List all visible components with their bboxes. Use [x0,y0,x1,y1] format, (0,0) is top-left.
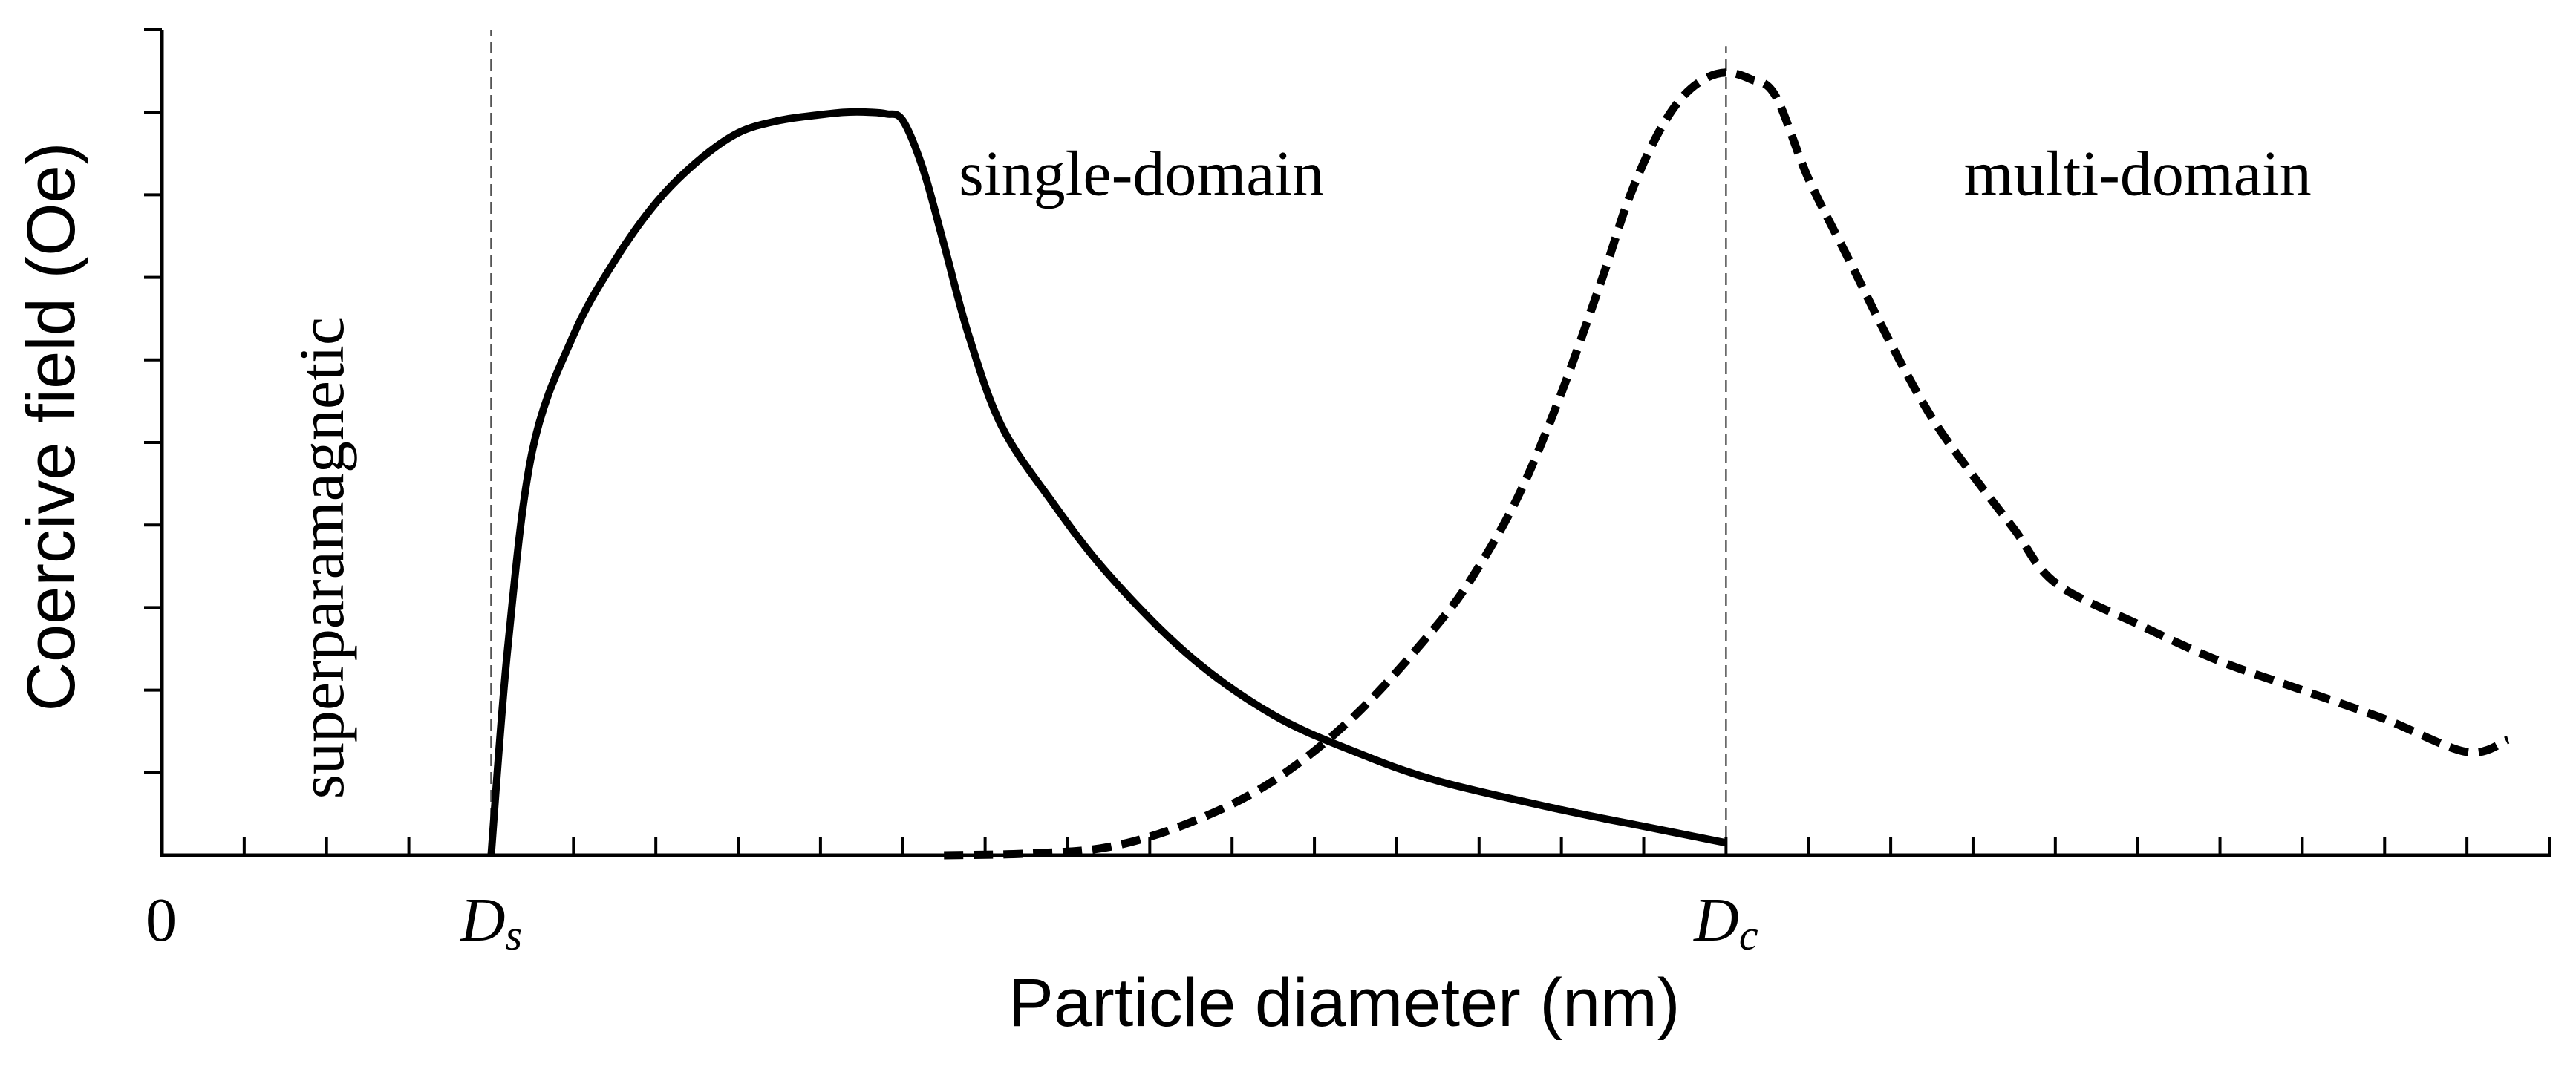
annotation-3: multi-domain [1964,137,2312,209]
x-tick-label-2: Ds [460,886,522,959]
reference-lines [490,30,1727,855]
x-tick-label-3: Dc [1693,886,1758,959]
annotation-2: single-domain [959,137,1324,209]
x-tick-label-1: 0 [146,886,177,955]
series-line-2-dashed [944,68,2510,860]
x-axis-label: Particle diameter (nm) [1008,965,1680,1041]
series-layer [487,68,2510,860]
x-tick-labels: 0 Ds Dc [146,886,1758,959]
annotation-1: superparamagnetic [286,317,357,799]
region-annotations: superparamagnetic single-domain multi-doma… [286,137,2312,799]
series-line-1-solid [487,108,1727,856]
axis-ticks [144,28,2551,855]
y-axis-label: Coercive field (Oe) [13,143,89,712]
